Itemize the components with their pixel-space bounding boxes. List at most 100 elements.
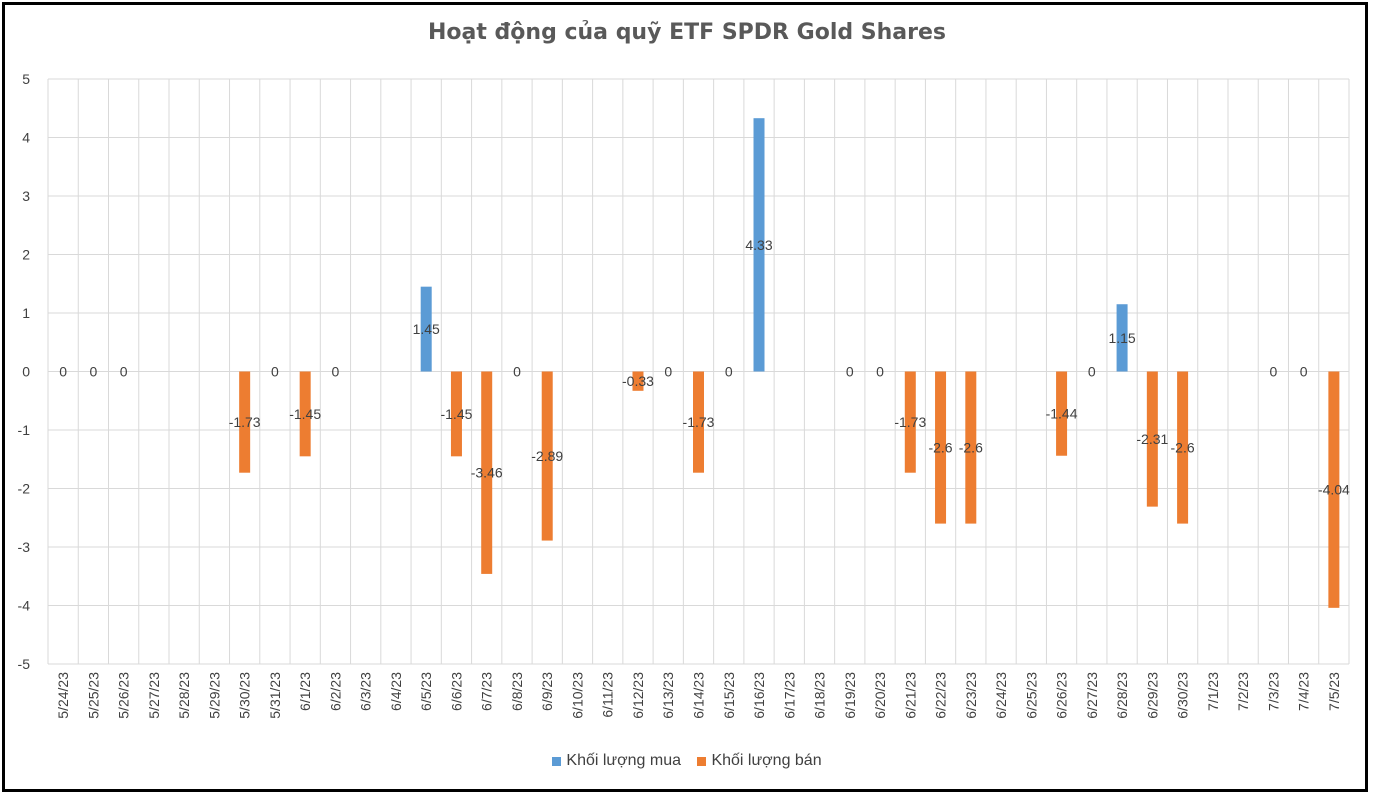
x-tick-label: 6/5/23 (418, 672, 434, 711)
x-tick-label: 6/28/23 (1114, 672, 1130, 719)
data-label: -2.31 (1136, 431, 1168, 447)
x-tick-label: 7/4/23 (1296, 672, 1312, 711)
data-label: 0 (725, 364, 733, 380)
bar (1056, 371, 1068, 456)
x-tick-label: 6/19/23 (842, 672, 858, 719)
x-tick-label: 5/25/23 (85, 672, 101, 719)
x-tick-label: 6/21/23 (902, 672, 918, 719)
x-tick-label: 6/29/23 (1144, 672, 1160, 719)
legend-swatch-buy (552, 756, 562, 766)
y-tick-label: -1 (18, 422, 31, 438)
x-tick-label: 5/28/23 (176, 672, 192, 719)
bar (904, 371, 916, 473)
bar (481, 371, 493, 574)
x-tick-label: 6/6/23 (448, 672, 464, 711)
y-tick-label: -2 (18, 481, 31, 497)
data-label: -1.45 (440, 406, 472, 422)
data-label: 0 (664, 364, 672, 380)
x-tick-label: 5/30/23 (237, 672, 253, 719)
x-tick-label: 7/3/23 (1265, 672, 1281, 711)
legend-label-sell: Khối lượng bán (711, 752, 822, 769)
data-label: -2.89 (531, 448, 563, 464)
data-label: -2.6 (1171, 440, 1195, 456)
x-tick-label: 7/2/23 (1235, 672, 1251, 711)
bar (753, 118, 765, 372)
data-label: -1.73 (683, 414, 715, 430)
y-tick-label: 1 (22, 305, 30, 321)
bar (420, 286, 432, 372)
legend-item-buy: Khối lượng mua (552, 752, 681, 770)
data-label: 4.33 (745, 237, 772, 253)
data-label: -1.45 (289, 406, 321, 422)
x-tick-label: 6/15/23 (721, 672, 737, 719)
data-label: 0 (513, 364, 521, 380)
x-tick-label: 5/31/23 (267, 672, 283, 719)
data-label: 0 (120, 364, 128, 380)
bar (541, 371, 553, 541)
x-tick-label: 6/1/23 (297, 672, 313, 711)
legend-item-sell: Khối lượng bán (697, 752, 822, 770)
data-label: 0 (89, 364, 97, 380)
chart-title: Hoạt động của quỹ ETF SPDR Gold Shares (428, 20, 946, 45)
x-tick-label: 6/13/23 (660, 672, 676, 719)
bar (239, 371, 251, 473)
data-label: 0 (271, 364, 279, 380)
x-tick-label: 6/24/23 (993, 672, 1009, 719)
data-label: -1.73 (894, 414, 926, 430)
data-label: 1.45 (413, 321, 440, 337)
chart-legend: Khối lượng mua Khối lượng bán (0, 752, 1374, 771)
x-tick-label: 7/5/23 (1326, 672, 1342, 711)
x-tick-label: 6/14/23 (691, 672, 707, 719)
bar (632, 371, 644, 391)
bar (1116, 304, 1128, 372)
data-label: -0.33 (622, 373, 654, 389)
bar (965, 371, 977, 524)
x-tick-label: 6/2/23 (327, 672, 343, 711)
bar (1177, 371, 1189, 524)
x-tick-label: 6/16/23 (751, 672, 767, 719)
data-label: 0 (1088, 364, 1096, 380)
x-tick-label: 6/23/23 (963, 672, 979, 719)
bar (1146, 371, 1158, 507)
y-tick-label: 0 (22, 364, 30, 380)
data-label: -1.44 (1046, 406, 1078, 422)
x-tick-label: 6/10/23 (569, 672, 585, 719)
bar (693, 371, 704, 473)
x-tick-label: 6/4/23 (388, 672, 404, 711)
x-tick-label: 6/3/23 (358, 672, 374, 711)
bar (935, 371, 947, 524)
data-label: 0 (1269, 364, 1277, 380)
legend-swatch-sell (697, 756, 707, 766)
y-tick-label: -5 (18, 656, 31, 672)
bar (450, 371, 462, 457)
x-tick-label: 5/26/23 (116, 672, 132, 719)
data-label: 0 (332, 364, 340, 380)
x-tick-label: 6/11/23 (600, 672, 616, 718)
x-tick-label: 6/27/23 (1084, 672, 1100, 719)
y-tick-label: 4 (22, 130, 30, 146)
y-tick-label: 3 (22, 188, 30, 204)
data-label: 1.15 (1108, 330, 1135, 346)
data-label: 0 (876, 364, 884, 380)
x-tick-label: 5/29/23 (206, 672, 222, 719)
data-label: 0 (59, 364, 67, 380)
x-tick-label: 7/1/23 (1205, 672, 1221, 711)
x-tick-label: 6/26/23 (1054, 672, 1070, 719)
x-tick-label: 5/27/23 (146, 672, 162, 719)
x-tick-label: 6/30/23 (1175, 672, 1191, 719)
x-tick-label: 6/20/23 (872, 672, 888, 719)
bar (299, 371, 311, 457)
legend-label-buy: Khối lượng mua (566, 752, 681, 769)
y-tick-label: -3 (18, 539, 31, 555)
x-tick-label: 6/8/23 (509, 672, 525, 711)
y-tick-label: 5 (22, 71, 30, 87)
x-tick-label: 6/22/23 (933, 672, 949, 719)
x-tick-label: 6/7/23 (479, 672, 495, 711)
x-tick-label: 5/24/23 (55, 672, 71, 719)
data-label: -2.6 (959, 440, 983, 456)
x-tick-label: 6/18/23 (812, 672, 828, 719)
x-tick-label: 6/25/23 (1023, 672, 1039, 719)
x-tick-label: 6/17/23 (781, 672, 797, 719)
x-tick-label: 6/12/23 (630, 672, 646, 719)
data-label: -4.04 (1318, 482, 1350, 498)
